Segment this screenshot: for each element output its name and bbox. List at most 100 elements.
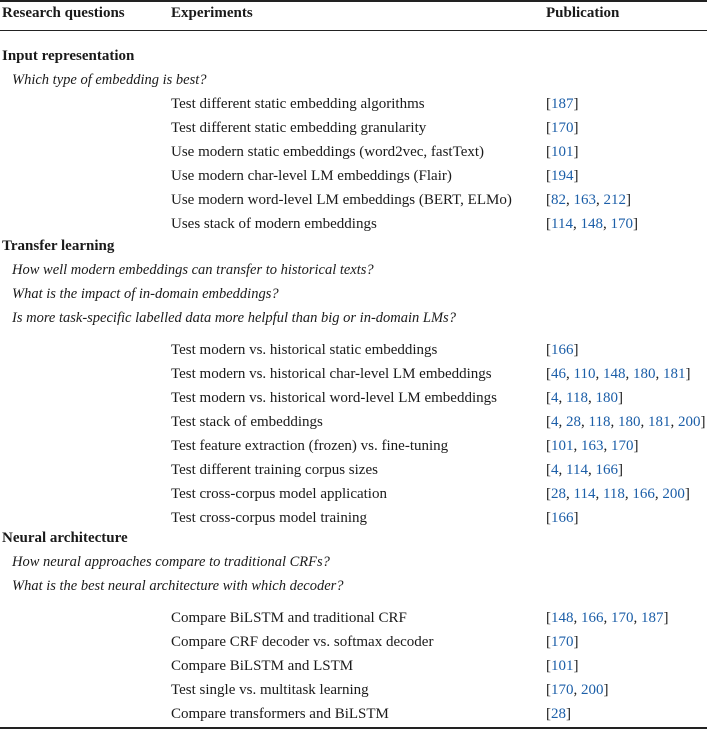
citation-link[interactable]: 181 <box>647 414 671 430</box>
publication-cell: [166] <box>546 342 579 358</box>
section-title: Transfer learning <box>2 238 115 254</box>
experiment-cell: Test modern vs. historical word-level LM… <box>171 390 497 406</box>
citation-link[interactable]: 170 <box>551 120 574 136</box>
citation-link[interactable]: 4 <box>551 462 559 478</box>
experiment-cell: Test cross-corpus model application <box>171 486 387 502</box>
table-row: Compare BiLSTM and traditional CRF [148, … <box>0 608 707 632</box>
citation-link[interactable]: 148 <box>602 366 626 382</box>
citation-link[interactable]: 187 <box>551 96 574 112</box>
citation-link[interactable]: 114 <box>566 462 588 478</box>
citation-link[interactable]: 181 <box>662 366 686 382</box>
citation-link[interactable]: 118 <box>588 414 611 430</box>
experiment-cell: Compare transformers and BiLSTM <box>171 706 389 722</box>
citation-link[interactable]: 200 <box>677 414 701 430</box>
citation-link[interactable]: 28 <box>551 486 566 502</box>
citation-link[interactable]: 4 <box>551 390 559 406</box>
citation-link[interactable]: 148 <box>580 216 603 232</box>
publication-cell: [82, 163, 212] <box>546 192 631 208</box>
table-row: Test single vs. multitask learning [170, … <box>0 680 707 704</box>
publication-cell: [166] <box>546 510 579 526</box>
citation-link[interactable]: 101 <box>551 144 574 160</box>
citation-link[interactable]: 118 <box>566 390 588 406</box>
publication-cell: [4, 118, 180] <box>546 390 623 406</box>
citation-link[interactable]: 187 <box>641 610 664 626</box>
citation-link[interactable]: 170 <box>610 216 633 232</box>
table-row: Use modern char-level LM embeddings (Fla… <box>0 166 707 190</box>
experiment-cell: Uses stack of modern embeddings <box>171 216 377 232</box>
experiment-cell: Compare BiLSTM and traditional CRF <box>171 610 407 626</box>
table-row: Use modern word-level LM embeddings (BER… <box>0 190 707 214</box>
publication-cell: [170, 200] <box>546 682 609 698</box>
table-row: Test different training corpus sizes [4, … <box>0 460 707 484</box>
table-row: Test modern vs. historical static embedd… <box>0 340 707 364</box>
citation-link[interactable]: 114 <box>551 216 573 232</box>
experiment-cell: Test different static embedding algorith… <box>171 96 425 112</box>
experiment-cell: Test cross-corpus model training <box>171 510 367 526</box>
citation-link[interactable]: 101 <box>551 438 574 454</box>
section-title: Input representation <box>2 48 135 64</box>
table-row: Test different static embedding algorith… <box>0 94 707 118</box>
publication-cell: [101] <box>546 658 579 674</box>
experiment-cell: Test feature extraction (frozen) vs. fin… <box>171 438 449 454</box>
table-row: Test cross-corpus model application [28, … <box>0 484 707 508</box>
table-row: Test feature extraction (frozen) vs. fin… <box>0 436 707 460</box>
experiment-cell: Test different training corpus sizes <box>171 462 378 478</box>
citation-link[interactable]: 166 <box>551 510 574 526</box>
citation-link[interactable]: 212 <box>603 192 627 208</box>
experiment-cell: Use modern char-level LM embeddings (Fla… <box>171 168 452 184</box>
citation-link[interactable]: 180 <box>632 366 656 382</box>
publication-cell: [114, 148, 170] <box>546 216 638 232</box>
research-question: What is the best neural architecture wit… <box>12 578 344 594</box>
citation-link[interactable]: 163 <box>581 438 604 454</box>
citation-link[interactable]: 200 <box>662 486 685 502</box>
citation-link[interactable]: 163 <box>573 192 597 208</box>
citation-link[interactable]: 170 <box>551 634 574 650</box>
table-row: Compare transformers and BiLSTM [28] <box>0 704 707 728</box>
citation-link[interactable]: 46 <box>551 366 566 382</box>
publication-cell: [4, 28, 118, 180, 181, 200] <box>546 414 706 430</box>
citation-link[interactable]: 114 <box>573 486 596 502</box>
publication-cell: [170] <box>546 120 579 136</box>
citation-link[interactable]: 170 <box>611 610 634 626</box>
research-question: What is the impact of in-domain embeddin… <box>12 286 279 302</box>
citation-link[interactable]: 166 <box>595 462 618 478</box>
experiment-cell: Compare BiLSTM and LSTM <box>171 658 354 674</box>
header-publication: Publication <box>546 5 620 21</box>
research-question: How well modern embeddings can transfer … <box>12 262 374 278</box>
citation-link[interactable]: 200 <box>581 682 604 698</box>
table-row: Test different static embedding granular… <box>0 118 707 142</box>
experiment-cell: Test different static embedding granular… <box>171 120 427 136</box>
citation-link[interactable]: 28 <box>566 414 581 430</box>
citation-link[interactable]: 110 <box>573 366 596 382</box>
experiment-cell: Test modern vs. historical static embedd… <box>171 342 438 358</box>
citation-link[interactable]: 170 <box>551 682 574 698</box>
citation-link[interactable]: 118 <box>602 486 625 502</box>
table-header-rule <box>0 30 707 31</box>
header-experiments: Experiments <box>171 5 253 21</box>
publication-cell: [194] <box>546 168 579 184</box>
citation-link[interactable]: 82 <box>551 192 566 208</box>
citation-link[interactable]: 180 <box>595 390 618 406</box>
citation-link[interactable]: 166 <box>581 610 604 626</box>
experiment-cell: Compare CRF decoder vs. softmax decoder <box>171 634 434 650</box>
publication-cell: [4, 114, 166] <box>546 462 623 478</box>
citation-link[interactable]: 28 <box>551 706 566 722</box>
table-row: Test stack of embeddings [4, 28, 118, 180… <box>0 412 707 436</box>
experiment-cell: Test stack of embeddings <box>171 414 323 430</box>
publication-cell: [28, 114, 118, 166, 200] <box>546 486 690 502</box>
citation-link[interactable]: 194 <box>551 168 574 184</box>
experiment-cell: Use modern static embeddings (word2vec, … <box>171 144 485 160</box>
table-row: Compare BiLSTM and LSTM [101] <box>0 656 707 680</box>
research-question: Which type of embedding is best? <box>12 72 207 88</box>
citation-link[interactable]: 166 <box>632 486 655 502</box>
citation-link[interactable]: 101 <box>551 658 574 674</box>
citation-link[interactable]: 180 <box>617 414 641 430</box>
table-row: Test modern vs. historical char-level LM… <box>0 364 707 388</box>
table-bottom-rule <box>0 727 707 729</box>
publication-cell: [101] <box>546 144 579 160</box>
citation-link[interactable]: 170 <box>611 438 634 454</box>
citation-link[interactable]: 4 <box>551 414 559 430</box>
table-row: Compare CRF decoder vs. softmax decoder [… <box>0 632 707 656</box>
citation-link[interactable]: 166 <box>551 342 574 358</box>
citation-link[interactable]: 148 <box>551 610 574 626</box>
